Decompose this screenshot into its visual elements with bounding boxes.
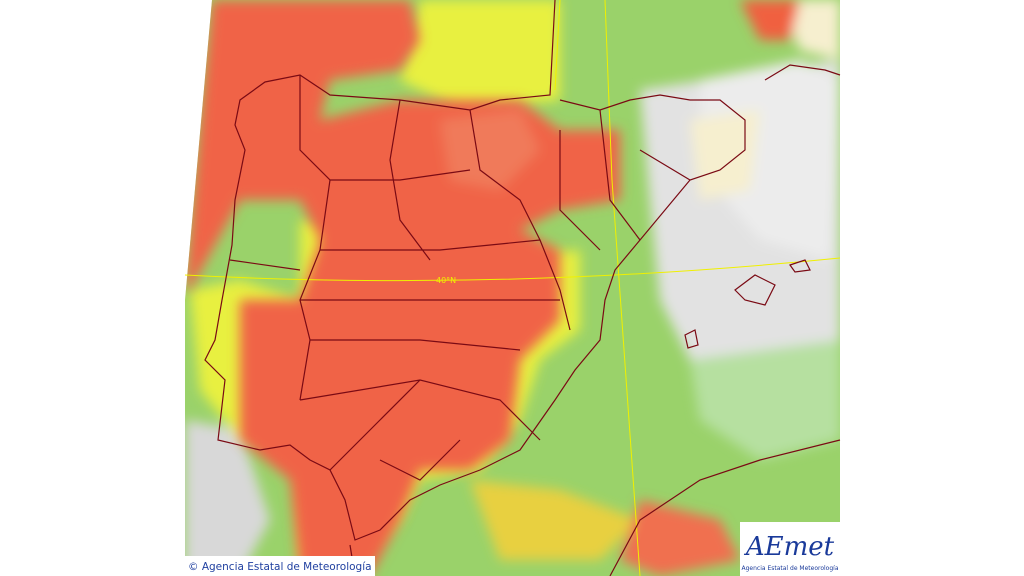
logo: AEmet Agencia Estatal de Meteorología <box>740 522 840 576</box>
forecast-field <box>185 0 840 576</box>
admin-border <box>229 75 691 481</box>
parallel-line <box>184 257 841 282</box>
footer-box <box>185 556 375 576</box>
logo-caption: Agencia Estatal de Meteorología <box>742 565 839 572</box>
borders <box>204 0 841 576</box>
coastline <box>609 439 841 576</box>
logo-box <box>740 522 840 576</box>
meridian-line <box>554 0 561 91</box>
coastline <box>764 64 841 81</box>
copyright-text: © Agencia Estatal de Meteorología <box>188 561 372 573</box>
meridian-line <box>604 0 641 576</box>
island <box>684 259 811 349</box>
red-area <box>185 0 620 576</box>
footer: © Agencia Estatal de Meteorología <box>185 556 375 576</box>
graticule: 40°N <box>184 0 841 576</box>
logo-mark: AEmet <box>744 532 835 562</box>
coastline <box>204 0 746 541</box>
latitude-label: 40°N <box>436 276 456 285</box>
